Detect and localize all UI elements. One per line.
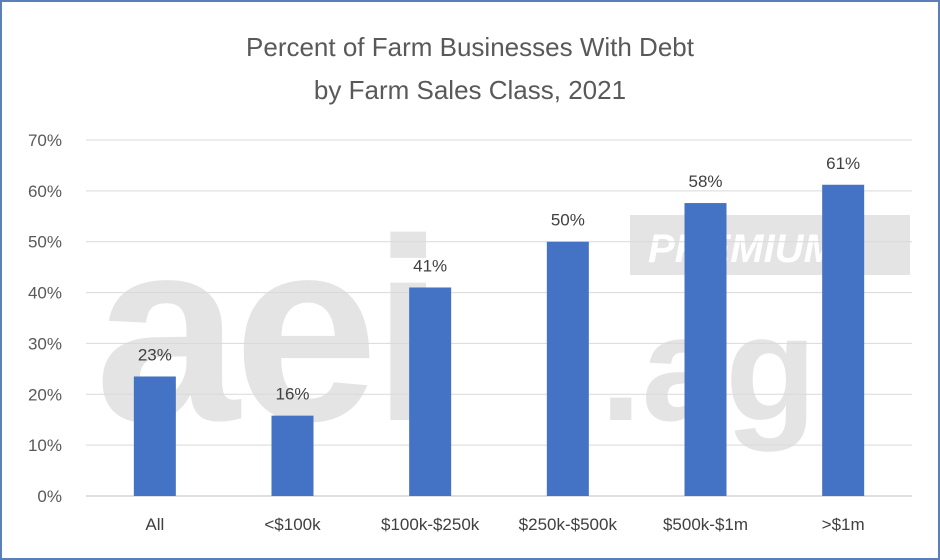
bars [133,184,865,497]
data-labels: 23% 16% 41% 50% 58% 61% [138,154,860,404]
y-tick-label: 70% [28,131,62,150]
bar [822,184,865,497]
data-label: 50% [551,211,585,230]
bar [133,376,176,496]
chart-title-line-1: Percent of Farm Businesses With Debt [246,32,695,62]
x-tick-label: <$100k [264,515,321,534]
y-tick-label: 10% [28,436,62,455]
gridlines [86,139,912,497]
watermark: aei .ag PREMIUM [95,186,910,476]
x-tick-label: $500k-$1m [663,515,748,534]
x-tick-label: >$1m [822,515,865,534]
chart-title-line-2: by Farm Sales Class, 2021 [314,75,626,105]
x-axis: All <$100k $100k-$250k $250k-$500k $500k-$1m… [145,515,864,534]
bar [271,415,314,496]
data-label: 41% [413,256,447,275]
y-axis: 0% 10% 20% 30% 40% 50% 60% 70% [28,131,62,506]
y-tick-label: 30% [28,334,62,353]
data-label: 58% [688,172,722,191]
y-tick-label: 50% [28,233,62,252]
svg-text:PREMIUM: PREMIUM [648,227,839,271]
data-label: 61% [826,154,860,173]
x-tick-label: $250k-$500k [519,515,618,534]
bar [409,287,452,496]
y-tick-label: 40% [28,284,62,303]
y-tick-label: 0% [37,487,62,506]
y-tick-label: 60% [28,182,62,201]
x-tick-label: $100k-$250k [381,515,480,534]
bar [546,241,589,496]
x-tick-label: All [145,515,164,534]
y-tick-label: 20% [28,385,62,404]
bar [684,203,727,496]
data-label: 23% [138,345,172,364]
data-label: 16% [275,385,309,404]
